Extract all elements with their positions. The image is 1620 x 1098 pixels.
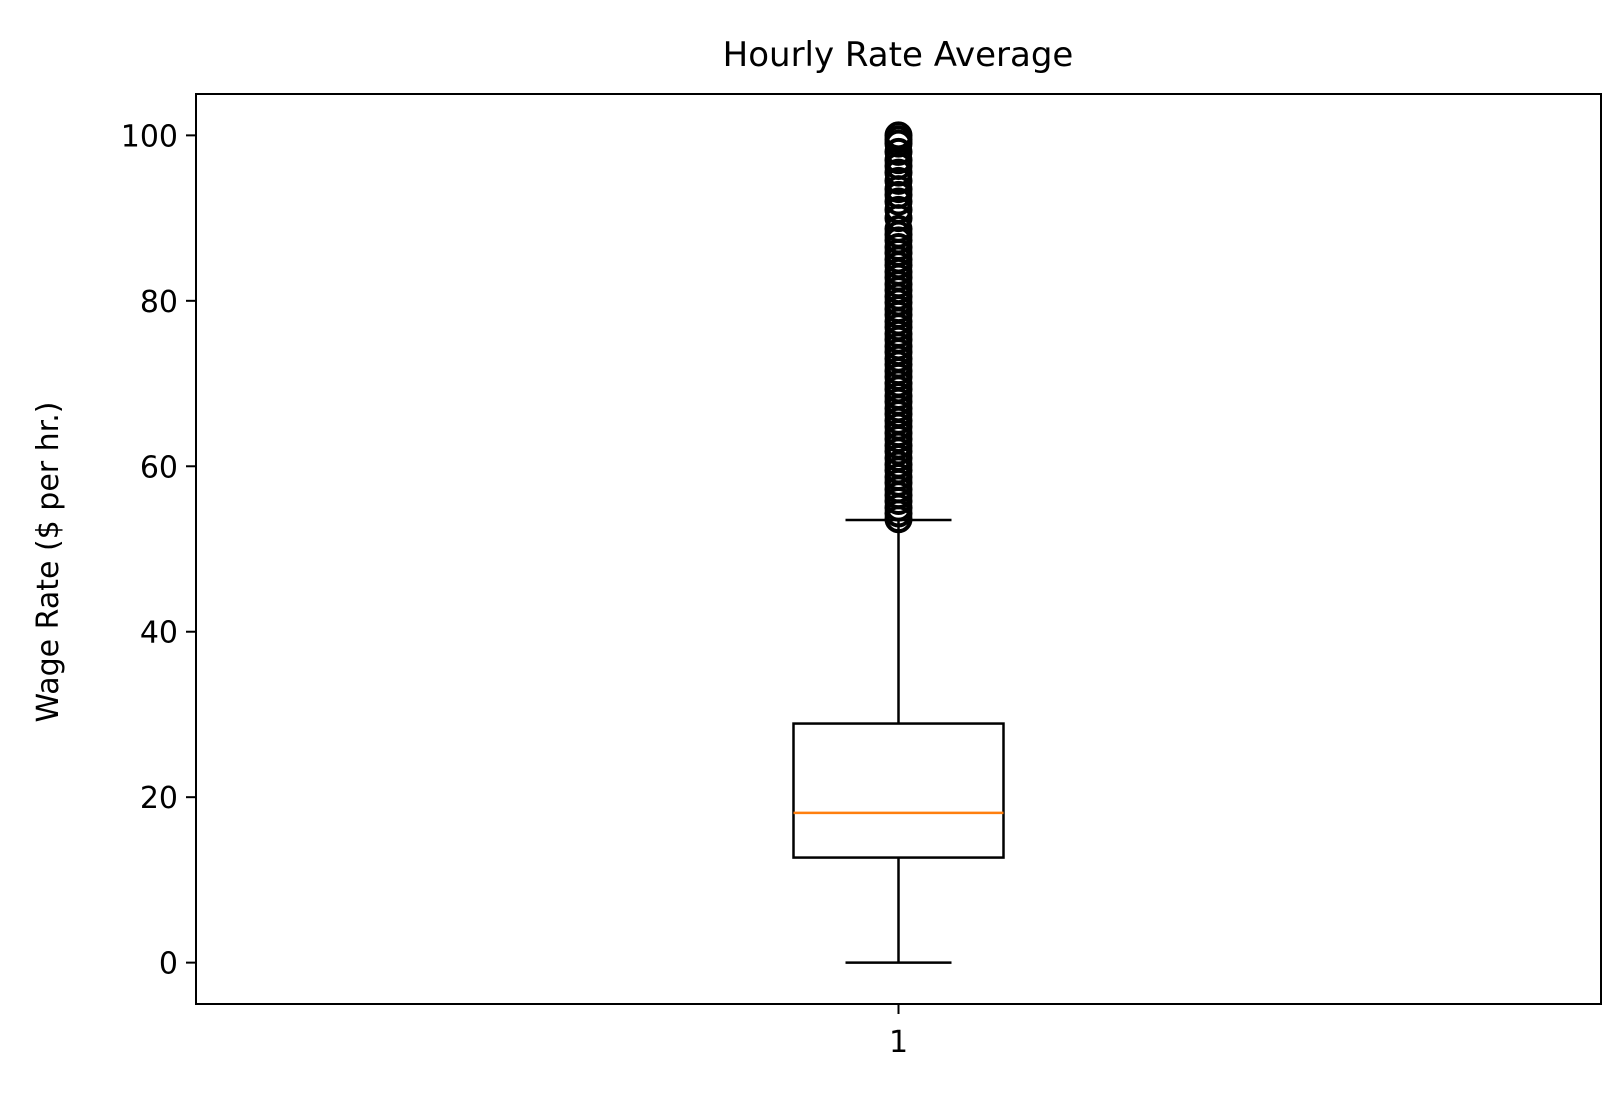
x-tick-label: 1	[889, 1025, 908, 1060]
y-tick-label: 0	[159, 947, 178, 982]
outlier-point	[884, 121, 913, 150]
boxes-layer	[792, 121, 1005, 964]
plot-area-frame	[195, 93, 1602, 1005]
y-tick-label: 60	[140, 450, 178, 485]
x-axis-ticks: 1	[889, 1004, 908, 1060]
outlier-point	[884, 214, 913, 243]
y-tick-label: 100	[121, 119, 178, 154]
outlier-point	[884, 195, 913, 224]
y-tick-label: 20	[140, 781, 178, 816]
y-axis-label: Wage Rate ($ per hr.)	[31, 401, 66, 722]
y-tick-label: 40	[140, 616, 178, 651]
iqr-box	[792, 722, 1005, 859]
outlier-point	[884, 166, 913, 195]
outlier-point	[884, 137, 913, 166]
chart-title: Hourly Rate Average	[723, 35, 1074, 75]
y-axis-ticks: 0 20 40 60 80 100	[121, 119, 196, 982]
y-tick-label: 80	[140, 285, 178, 320]
